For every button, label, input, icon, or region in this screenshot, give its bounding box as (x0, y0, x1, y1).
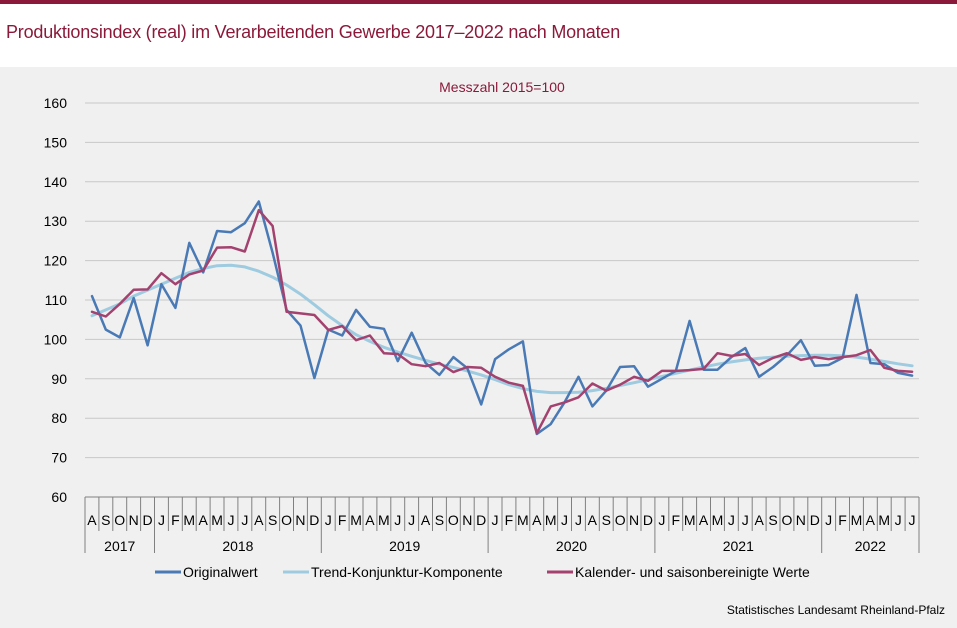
x-month-label: F (338, 512, 347, 528)
x-month-label: A (365, 512, 375, 528)
x-month-label: N (796, 512, 806, 528)
x-year-label: 2021 (723, 538, 754, 554)
series-line-1 (90, 200, 914, 436)
x-month-label: A (198, 512, 208, 528)
y-tick-label: 160 (44, 95, 68, 111)
x-month-label: A (87, 512, 97, 528)
y-tick-label: 150 (44, 134, 68, 150)
x-month-label: S (768, 512, 777, 528)
x-month-label: J (561, 512, 568, 528)
x-month-label: S (268, 512, 277, 528)
x-month-label: J (241, 512, 248, 528)
x-month-label: D (643, 512, 653, 528)
x-month-label: J (909, 512, 916, 528)
x-year-label: 2020 (556, 538, 587, 554)
x-month-label: D (142, 512, 152, 528)
legend-label: Trend-Konjunktur-Komponente (311, 564, 503, 580)
y-tick-label: 100 (44, 331, 68, 347)
x-month-label: M (712, 512, 724, 528)
x-year-label: 2018 (222, 538, 253, 554)
x-month-label: J (742, 512, 749, 528)
x-month-label: S (602, 512, 611, 528)
x-month-label: D (810, 512, 820, 528)
x-month-label: F (838, 512, 847, 528)
x-month-label: A (421, 512, 431, 528)
x-month-label: N (295, 512, 305, 528)
x-month-label: N (462, 512, 472, 528)
y-tick-label: 110 (45, 292, 68, 308)
x-month-label: F (671, 512, 680, 528)
x-month-label: J (325, 512, 332, 528)
y-tick-label: 90 (51, 371, 67, 387)
x-year-label: 2022 (855, 538, 886, 554)
chart-panel (0, 67, 957, 628)
y-tick-label: 80 (51, 410, 67, 426)
x-month-label: D (476, 512, 486, 528)
x-month-label: A (699, 512, 709, 528)
series-line-3 (90, 208, 914, 435)
x-month-label: J (575, 512, 582, 528)
y-tick-label: 140 (44, 174, 68, 190)
x-month-label: M (878, 512, 890, 528)
x-month-label: M (350, 512, 362, 528)
x-month-label: F (171, 512, 180, 528)
x-month-label: N (129, 512, 139, 528)
legend-label: Originalwert (183, 564, 258, 580)
x-month-label: S (435, 512, 444, 528)
x-month-label: M (211, 512, 223, 528)
x-month-label: M (517, 512, 529, 528)
x-month-label: M (378, 512, 390, 528)
x-month-label: O (448, 512, 459, 528)
x-month-label: M (183, 512, 195, 528)
x-month-label: D (309, 512, 319, 528)
x-month-label: J (408, 512, 415, 528)
x-month-label: O (782, 512, 793, 528)
x-month-label: A (588, 512, 598, 528)
x-month-label: J (394, 512, 401, 528)
x-month-label: J (728, 512, 735, 528)
legend-label: Kalender- und saisonbereinigte Werte (575, 564, 810, 580)
series-line-2 (90, 263, 914, 395)
y-tick-label: 70 (51, 450, 67, 466)
chart-subtitle: Messzahl 2015=100 (439, 79, 565, 95)
x-month-label: J (492, 512, 499, 528)
y-tick-label: 120 (44, 253, 68, 269)
x-month-label: O (615, 512, 626, 528)
x-month-label: J (895, 512, 902, 528)
x-month-label: M (851, 512, 863, 528)
top-accent-bar (0, 0, 957, 4)
page-title: Produktionsindex (real) im Verarbeitende… (6, 22, 621, 42)
x-month-label: O (114, 512, 125, 528)
x-month-label: S (101, 512, 110, 528)
y-tick-label: 130 (44, 213, 68, 229)
x-month-label: A (754, 512, 764, 528)
x-month-label: A (254, 512, 264, 528)
x-month-label: M (545, 512, 557, 528)
x-month-label: J (227, 512, 234, 528)
x-month-label: O (281, 512, 292, 528)
x-year-label: 2017 (104, 538, 135, 554)
x-month-label: J (825, 512, 832, 528)
x-month-label: A (532, 512, 542, 528)
x-month-label: N (629, 512, 639, 528)
x-year-label: 2019 (389, 538, 420, 554)
x-month-label: A (866, 512, 876, 528)
x-month-label: J (158, 512, 165, 528)
x-month-label: J (658, 512, 665, 528)
x-month-label: M (684, 512, 696, 528)
source-note: Statistisches Landesamt Rheinland-Pfalz (726, 603, 945, 617)
y-tick-label: 60 (51, 489, 67, 505)
x-month-label: F (505, 512, 514, 528)
